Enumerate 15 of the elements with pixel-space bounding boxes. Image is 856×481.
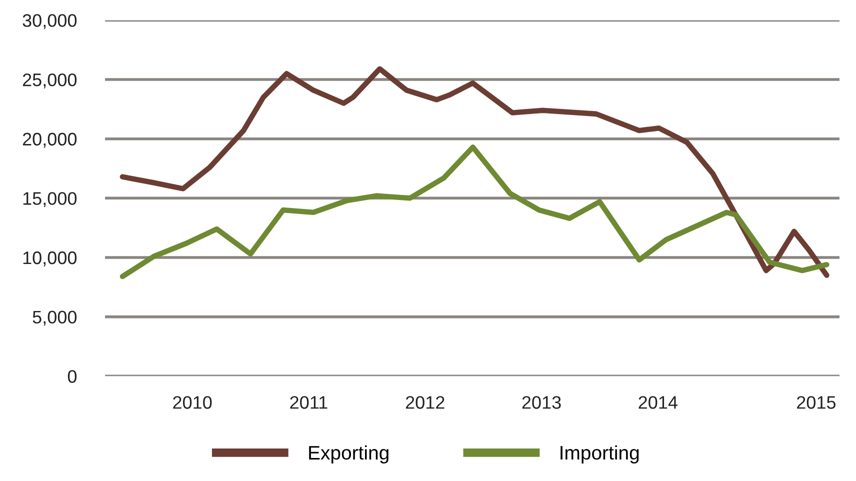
y-tick-label: 25,000 bbox=[22, 73, 77, 88]
x-tick-label: 2010 bbox=[173, 396, 212, 409]
x-tick-label: 2011 bbox=[290, 396, 328, 409]
legend-label: Importing bbox=[560, 445, 639, 464]
x-tick-label: 2012 bbox=[406, 396, 444, 409]
x-tick-label: 2015 bbox=[797, 396, 836, 409]
y-tick-label: 30,000 bbox=[22, 14, 77, 30]
legend-label: Exporting bbox=[309, 445, 388, 464]
y-tick-label: 0 bbox=[68, 370, 77, 383]
y-tick-label: 15,000 bbox=[23, 192, 77, 208]
y-tick-label: 5,000 bbox=[32, 310, 77, 326]
x-tick-label: 2014 bbox=[638, 396, 678, 409]
x-tick-label: 2013 bbox=[522, 396, 561, 409]
y-tick-label: 20,000 bbox=[22, 132, 77, 148]
y-tick-label: 10,000 bbox=[23, 251, 77, 266]
